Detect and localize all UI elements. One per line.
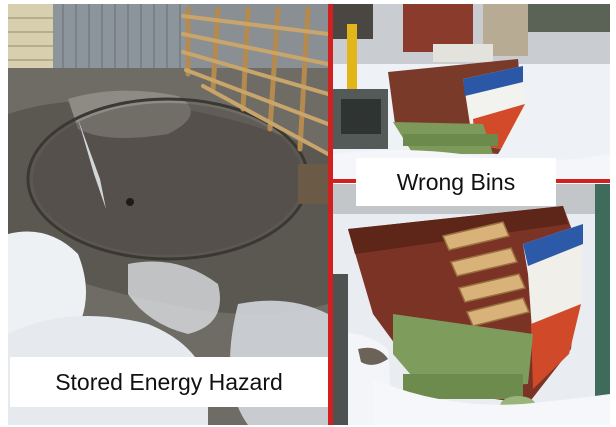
wrong-bin-top-scene	[333, 4, 610, 180]
photo-wrong-bin-top	[333, 4, 610, 180]
caption-stored-energy-hazard: Stored Energy Hazard	[10, 357, 328, 407]
photo-wrong-bin-bottom	[333, 184, 610, 425]
caption-wrong-bins: Wrong Bins	[356, 158, 556, 206]
vertical-divider	[328, 4, 333, 425]
wrong-bin-bottom-scene	[333, 184, 610, 425]
